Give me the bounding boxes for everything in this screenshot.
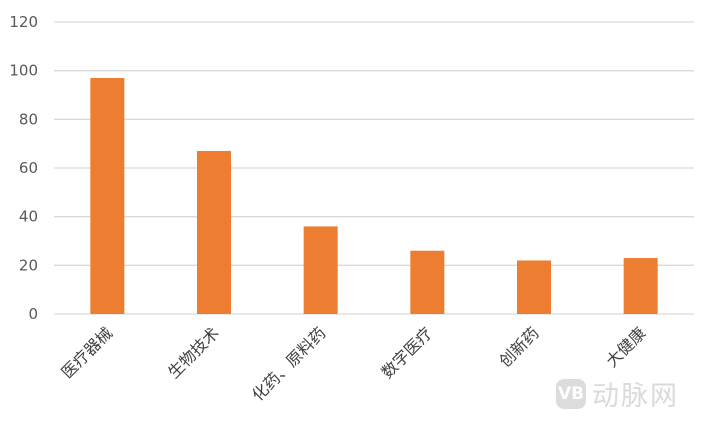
y-tick-label: 0	[28, 305, 38, 323]
x-tick-label: 化药、原料药	[248, 323, 329, 404]
bar	[623, 258, 658, 314]
watermark-logo: VB	[556, 378, 586, 409]
y-tick-label: 20	[19, 256, 38, 274]
x-tick-label: 数字医疗	[377, 323, 436, 382]
x-tick-label: 创新药	[495, 323, 542, 370]
y-tick-label: 40	[19, 208, 38, 226]
x-tick-label: 生物技术	[164, 323, 223, 382]
y-tick-label: 120	[9, 13, 38, 31]
watermark-text: 动脉网	[592, 381, 679, 412]
bar	[197, 150, 231, 314]
bar	[90, 77, 125, 314]
bar	[303, 226, 338, 314]
x-tick-label: 大健康	[602, 323, 649, 370]
y-tick-label: 100	[9, 62, 38, 80]
y-tick-label: 80	[19, 110, 38, 128]
y-tick-label: 60	[19, 159, 38, 177]
watermark: VB 动脉网	[556, 374, 679, 413]
bar	[410, 250, 445, 314]
bar	[517, 260, 551, 314]
x-tick-label: 医疗器械	[57, 323, 116, 382]
